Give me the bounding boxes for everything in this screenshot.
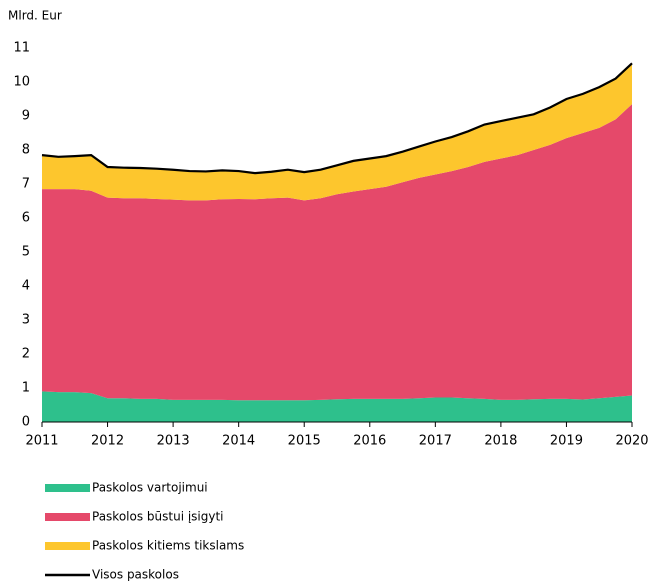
y-tick-label: 7 [22,177,30,192]
legend-label: Paskolos kitiems tikslams [92,539,244,553]
legend-label: Visos paskolos [92,568,179,581]
x-tick-label: 2012 [91,434,124,449]
x-tick-label: 2016 [353,434,386,449]
legend-swatch [45,513,90,521]
x-tick-label: 2018 [484,434,517,449]
x-tick-label: 2017 [419,434,452,449]
total-line [41,62,633,175]
y-tick-label: 0 [22,415,30,430]
y-tick-label: 8 [22,143,30,158]
x-tick-label: 2020 [615,434,648,449]
y-tick-label: 4 [22,279,30,294]
x-tick-label: 2011 [25,434,58,449]
area [42,63,632,201]
x-tick-label: 2014 [222,434,255,449]
y-tick-label: 6 [22,211,30,226]
x-tick-label: 2019 [550,434,583,449]
legend-label: Paskolos vartojimui [92,481,208,495]
y-axis-label: Mlrd. Eur [8,9,62,23]
y-tick-label: 2 [22,347,30,362]
legend-swatch [45,542,90,550]
x-tick-label: 2015 [288,434,321,449]
legend-label: Paskolos būstui įsigyti [92,510,224,524]
area [42,104,632,401]
y-tick-label: 1 [22,381,30,396]
y-tick-label: 10 [13,75,30,90]
y-tick-label: 9 [22,109,30,124]
y-tick-label: 5 [22,245,30,260]
x-tick-label: 2013 [157,434,190,449]
legend-swatch [45,484,90,492]
y-tick-label: 3 [22,313,30,328]
y-tick-label: 11 [13,41,30,56]
area [42,391,632,422]
